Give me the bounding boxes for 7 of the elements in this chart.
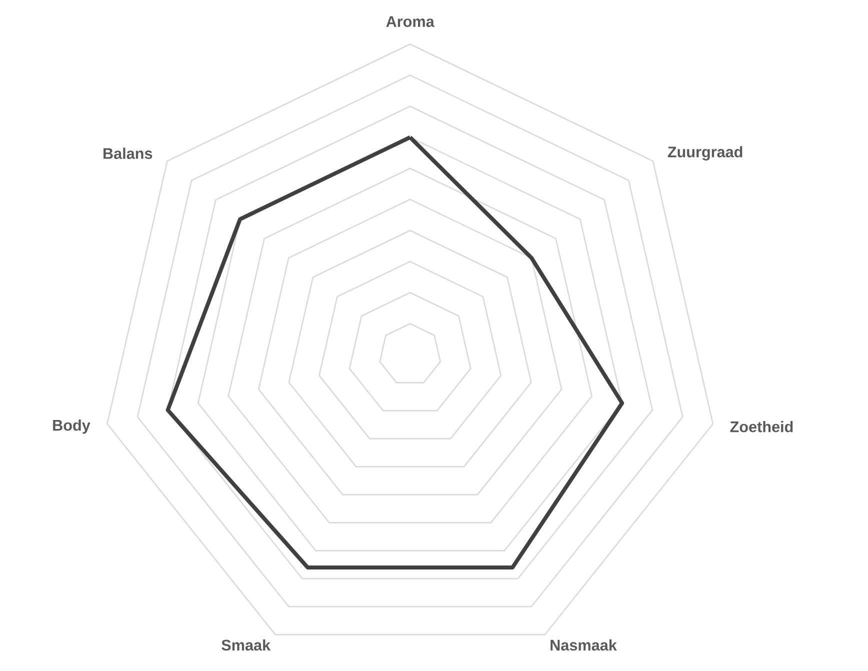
spoke-label: Body bbox=[53, 420, 90, 434]
spoke-label: Zoetheid bbox=[730, 421, 793, 432]
spoke-label: Aroma bbox=[386, 16, 434, 28]
spoke-label: Smaak bbox=[222, 640, 271, 651]
spoke-label: Nasmaak bbox=[550, 640, 617, 651]
spoke-label: Zuurgraad bbox=[668, 146, 742, 161]
spoke-label: Balans bbox=[104, 148, 152, 160]
